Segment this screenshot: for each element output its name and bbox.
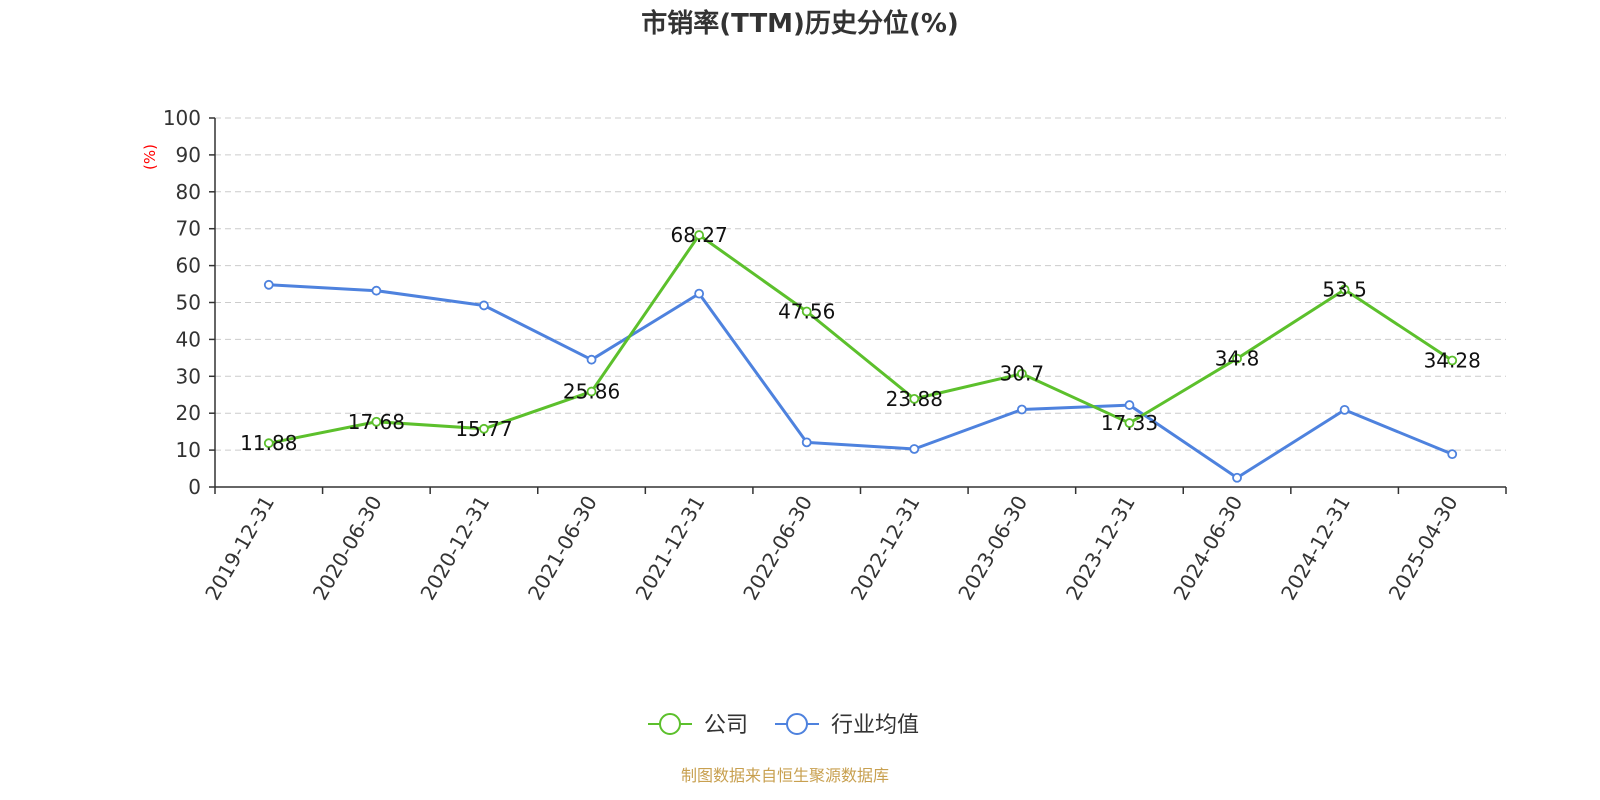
legend-item-company[interactable]: 公司 xyxy=(648,713,748,738)
data-point[interactable] xyxy=(1447,355,1458,366)
x-tick-label: 2020-12-31 xyxy=(415,492,494,605)
data-point[interactable] xyxy=(1016,404,1027,415)
series-line-0 xyxy=(268,233,1454,445)
data-label: 30.7 xyxy=(1000,362,1045,386)
x-tick-label: 2024-12-31 xyxy=(1276,492,1355,605)
x-tick-label: 2022-06-30 xyxy=(738,492,817,605)
y-tick-label: 0 xyxy=(188,475,201,499)
data-point[interactable] xyxy=(1339,284,1350,295)
legend-marker-icon xyxy=(659,713,681,735)
y-tick-label: 100 xyxy=(163,106,201,130)
x-tick-label: 2021-06-30 xyxy=(523,492,602,605)
y-tick-label: 90 xyxy=(176,143,201,167)
y-tick-label: 70 xyxy=(176,217,201,241)
y-tick-label: 20 xyxy=(176,401,201,425)
data-label: 25.86 xyxy=(563,380,620,404)
data-label: 23.88 xyxy=(886,387,943,411)
data-point[interactable] xyxy=(586,386,597,397)
data-point[interactable] xyxy=(479,423,489,434)
x-tick-label: 2020-06-30 xyxy=(308,492,387,605)
x-tick-label: 2024-06-30 xyxy=(1168,492,1247,605)
y-tick-label: 10 xyxy=(176,438,201,462)
data-label: 17.68 xyxy=(348,410,405,434)
data-label: 34.28 xyxy=(1424,349,1481,373)
data-point[interactable] xyxy=(694,288,705,299)
data-label: 11.88 xyxy=(240,431,297,455)
y-axis-unit: (%) xyxy=(141,144,159,170)
x-tick-label: 2019-12-31 xyxy=(200,492,279,605)
y-tick-label: 30 xyxy=(176,364,201,388)
data-point[interactable] xyxy=(371,416,382,427)
data-label: 53.5 xyxy=(1322,278,1367,302)
data-point[interactable] xyxy=(1447,449,1458,460)
data-source-note: 制图数据来自恒生聚源数据库 xyxy=(681,766,889,785)
data-label: 47.56 xyxy=(778,300,835,324)
legend-label-company: 公司 xyxy=(704,713,748,738)
y-tick-label: 60 xyxy=(176,254,201,278)
data-point[interactable] xyxy=(801,306,812,317)
x-tick-label: 2021-12-31 xyxy=(631,492,710,605)
y-tick-label: 40 xyxy=(176,327,201,351)
chart-title: 市销率(TTM)历史分位(%) xyxy=(641,8,959,39)
data-label: 17.33 xyxy=(1101,411,1158,435)
legend-item-industry-average[interactable]: 行业均值 xyxy=(775,713,919,738)
y-tick-label: 80 xyxy=(176,180,201,204)
data-point[interactable] xyxy=(263,438,274,449)
x-tick-label: 2025-04-30 xyxy=(1384,492,1463,605)
data-point[interactable] xyxy=(479,300,489,311)
x-tick-label: 2022-12-31 xyxy=(846,492,925,605)
data-point[interactable] xyxy=(1016,368,1027,379)
legend-marker-icon xyxy=(786,713,808,735)
data-point[interactable] xyxy=(1124,400,1135,410)
data-point[interactable] xyxy=(1232,353,1242,364)
data-point[interactable] xyxy=(1124,418,1135,428)
data-point[interactable] xyxy=(586,354,597,365)
x-tick-label: 2023-06-30 xyxy=(953,492,1032,605)
data-point[interactable] xyxy=(263,279,274,290)
legend-label-industry-average: 行业均值 xyxy=(831,713,919,738)
data-point[interactable] xyxy=(371,285,382,296)
data-point[interactable] xyxy=(909,393,920,404)
data-point[interactable] xyxy=(801,437,812,448)
series-line-1 xyxy=(268,283,1453,480)
series-layer xyxy=(263,230,1458,483)
legend: 公司 行业均值 xyxy=(648,713,919,738)
data-point[interactable] xyxy=(909,444,920,454)
data-label: 34.8 xyxy=(1215,347,1260,371)
y-tick-label: 50 xyxy=(176,291,201,315)
data-label: 15.77 xyxy=(455,417,512,441)
axes: 0 10 20 30 40 50 60 70 80 90 100 2019-12-31 2020-06-… xyxy=(163,106,1507,605)
data-point[interactable] xyxy=(1339,404,1350,415)
data-point[interactable] xyxy=(694,230,705,240)
x-tick-label: 2023-12-31 xyxy=(1061,492,1140,605)
grid-lines xyxy=(215,117,1506,451)
data-point[interactable] xyxy=(1232,472,1242,483)
data-labels: 11.88 17.68 15.77 25.86 68.27 47.56 23.88 30.7 1… xyxy=(240,223,1481,455)
data-label: 68.27 xyxy=(670,223,727,247)
